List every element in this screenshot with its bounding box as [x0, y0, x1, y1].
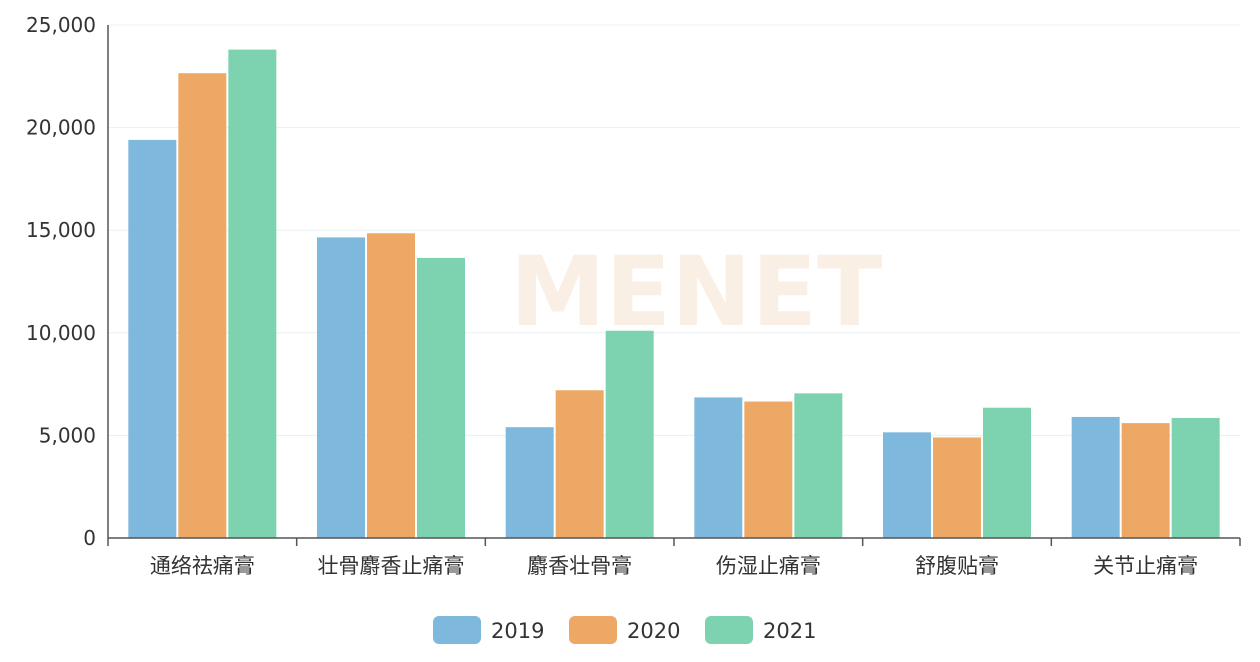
- bar: [694, 397, 743, 538]
- bar: [1071, 416, 1120, 538]
- bar: [178, 73, 227, 539]
- watermark: MENET: [510, 236, 883, 348]
- bar: [983, 407, 1031, 538]
- bar: [883, 432, 931, 538]
- legend-label: 2021: [763, 619, 816, 643]
- x-tick-label: 壮骨麝香止痛膏: [318, 554, 465, 578]
- legend-item[interactable]: 2020: [569, 616, 680, 644]
- legend-item[interactable]: 2021: [705, 616, 816, 644]
- y-tick-label: 5,000: [39, 423, 96, 447]
- bars: [128, 49, 1220, 539]
- y-tick-label: 25,000: [26, 13, 96, 37]
- bar: [794, 393, 843, 538]
- legend-label: 2019: [491, 619, 544, 643]
- bar: [128, 139, 177, 539]
- axes: 0 5,000 10,000 15,000 20,000 25,000 通络祛痛膏 壮骨麝香止…: [26, 13, 1241, 578]
- y-tick-label: 20,000: [26, 116, 96, 140]
- x-tick-label: 通络祛痛膏: [150, 554, 255, 578]
- bar: [417, 257, 465, 538]
- bar: [228, 49, 277, 539]
- grid-lines: [108, 24, 1240, 436]
- x-tick-label: 伤湿止痛膏: [716, 554, 821, 578]
- x-tick-label: 舒腹贴膏: [915, 554, 999, 578]
- bar: [317, 237, 365, 538]
- y-tick-label: 15,000: [26, 218, 96, 242]
- legend-swatch: [569, 616, 617, 644]
- legend[interactable]: 2019 2020 2021: [433, 616, 816, 644]
- bar: [605, 330, 654, 538]
- bar: [744, 401, 793, 538]
- bar: [1171, 417, 1220, 538]
- y-tick-label: 10,000: [26, 321, 96, 345]
- x-tick-label: 麝香壮骨膏: [527, 554, 632, 578]
- bar: [505, 427, 554, 538]
- bar: [555, 390, 604, 538]
- legend-swatch: [433, 616, 481, 644]
- legend-swatch: [705, 616, 753, 644]
- bar: [367, 233, 415, 538]
- bar: [933, 437, 981, 538]
- legend-item[interactable]: 2019: [433, 616, 544, 644]
- y-tick-label: 0: [83, 526, 96, 550]
- x-tick-label: 关节止痛膏: [1093, 554, 1198, 578]
- legend-label: 2020: [627, 619, 680, 643]
- bar: [1121, 423, 1170, 538]
